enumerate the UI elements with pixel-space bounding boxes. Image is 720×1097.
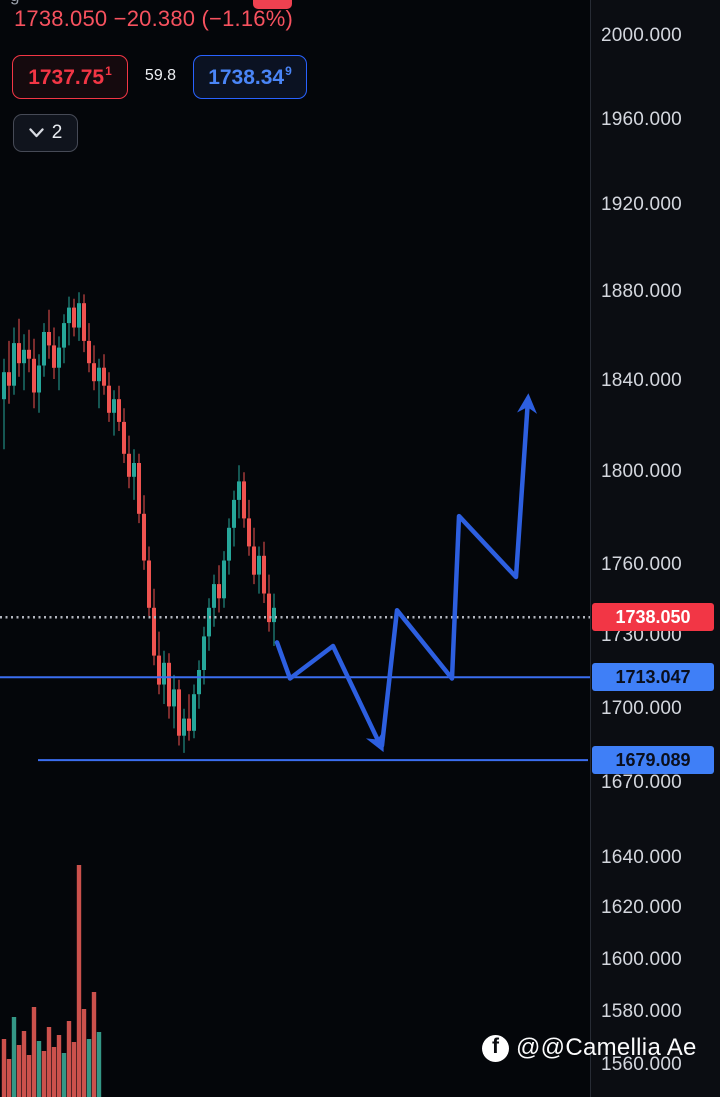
volume-bars	[1, 865, 102, 1097]
sell-price-sup: 1	[105, 63, 112, 78]
axis-tick: 1580.000	[601, 1001, 682, 1022]
down-arrow-path[interactable]	[274, 640, 385, 753]
axis-tick: 1640.000	[601, 847, 682, 868]
buy-price: 1738.34	[208, 65, 285, 89]
spread-value: 59.8	[144, 67, 177, 84]
axis-tick: 1880.000	[601, 281, 682, 302]
axis-tick: 2000.000	[601, 25, 682, 46]
axis-tick: 1700.000	[601, 698, 682, 719]
axis-tick: 1960.000	[601, 109, 682, 130]
axis-tick: 1920.000	[601, 194, 682, 215]
watermark: f @@Camellia Ae	[482, 1034, 697, 1062]
clipped-red-badge-fragment	[253, 0, 292, 9]
axis-tick: 1600.000	[601, 949, 682, 970]
axis-tick: 1760.000	[601, 554, 682, 575]
price-level-lines[interactable]	[0, 615, 590, 762]
clipped-text: g	[10, 0, 130, 6]
quote-line: 1738.050 −20.380 (−1.16%)	[14, 6, 294, 31]
watermark-text: @@Camellia Ae	[516, 1034, 697, 1061]
up-arrow-path[interactable]	[379, 393, 538, 748]
interval-value: 2	[51, 122, 63, 143]
candlesticks	[2, 292, 276, 753]
axis-tick: 1800.000	[601, 461, 682, 482]
sell-price: 1737.75	[28, 65, 105, 89]
axis-tick: 1620.000	[601, 897, 682, 918]
chevron-down-icon	[29, 128, 44, 138]
axis-tick: 1560.000	[601, 1054, 682, 1075]
interval-dropdown[interactable]: 2	[13, 114, 78, 152]
price-axis[interactable]: 2000.000 1960.000 1920.000 1880.000 1840.000…	[590, 0, 720, 1097]
clipped-toolbar-fragment: g	[10, 0, 130, 7]
axis-tick: 1670.000	[601, 772, 682, 793]
axis-tick: 1840.000	[601, 370, 682, 391]
price-tag-level-line[interactable]: 1713.047	[592, 663, 714, 691]
buy-price-sup: 9	[285, 63, 292, 78]
projection-arrows[interactable]	[274, 393, 538, 753]
facebook-icon: f	[482, 1034, 509, 1062]
buy-button[interactable]: 1738.349	[193, 55, 307, 99]
chart-svg	[0, 292, 590, 1097]
price-tag-last-price: 1738.050	[592, 603, 714, 631]
sell-button[interactable]: 1737.751	[12, 55, 128, 99]
price-tag-level-line[interactable]: 1679.089	[592, 746, 714, 774]
chart-canvas[interactable]	[0, 0, 590, 1097]
